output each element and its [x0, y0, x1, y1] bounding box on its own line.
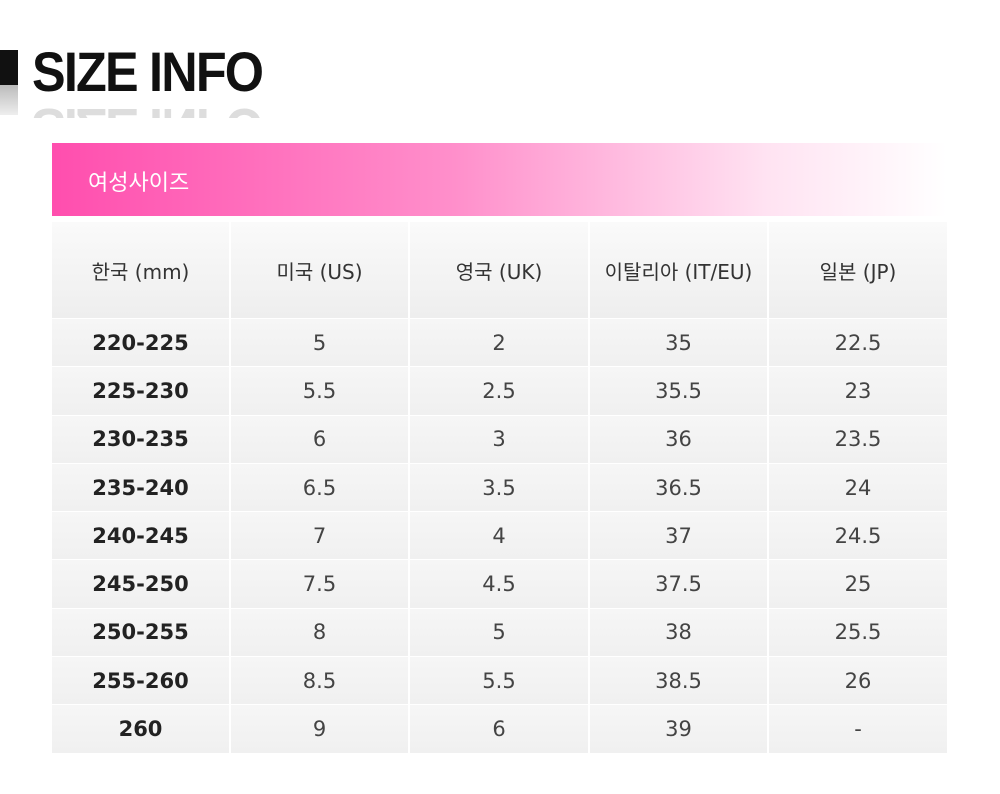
table-cell: 2.5: [410, 367, 588, 415]
table-caption: 여성사이즈: [88, 171, 190, 196]
column-header: 이탈리아 (IT/EU): [590, 222, 767, 318]
table-cell: 35.5: [590, 367, 767, 415]
table-cell: 24.5: [769, 512, 947, 560]
row-header: 255-260: [52, 657, 229, 705]
table-cell: 38.5: [590, 657, 767, 705]
table-cell: 4.5: [410, 560, 588, 608]
table-cell: 6: [410, 705, 588, 753]
table-cell: 9: [231, 705, 408, 753]
table-cell: 6: [231, 415, 408, 463]
table-cell: 7: [231, 512, 408, 560]
table-cell: 2: [410, 319, 588, 367]
table-cell: 7.5: [231, 560, 408, 608]
table-cell: 3: [410, 415, 588, 463]
title-reflection-text: SIZE INFO: [32, 96, 262, 118]
table-cell: 38: [590, 608, 767, 657]
column-header: 한국 (mm): [52, 222, 229, 318]
table-cell: 36: [590, 415, 767, 463]
caption-band: 여성사이즈: [52, 143, 947, 216]
table-cell: 5: [231, 319, 408, 367]
table-cell: 23: [769, 367, 947, 415]
table-cell: 6.5: [231, 463, 408, 512]
table-cell: 5.5: [231, 367, 408, 415]
column-header: 미국 (US): [231, 222, 408, 318]
row-header: 250-255: [52, 608, 229, 657]
column-header: 일본 (JP): [769, 222, 947, 318]
row-header: 235-240: [52, 463, 229, 512]
table-cell: 37: [590, 512, 767, 560]
table-cell: 26: [769, 657, 947, 705]
table-cell: 22.5: [769, 319, 947, 367]
row-header: 230-235: [52, 415, 229, 463]
table-cell: 25: [769, 560, 947, 608]
row-header: 260: [52, 705, 229, 753]
table-cell: 4: [410, 512, 588, 560]
title-reflection: SIZE INFO: [32, 96, 288, 118]
table-cell: 37.5: [590, 560, 767, 608]
size-table: 한국 (mm) 미국 (US) 영국 (UK) 이탈리아 (IT/EU) 일본 (JP)…: [52, 222, 947, 753]
row-header: 240-245: [52, 512, 229, 560]
title-mark: [0, 50, 18, 85]
table-cell: 36.5: [590, 463, 767, 512]
page-title: SIZE INFO: [32, 40, 264, 103]
table-cell: 8: [231, 608, 408, 657]
row-header: 245-250: [52, 560, 229, 608]
table-cell: 25.5: [769, 608, 947, 657]
column-header: 영국 (UK): [410, 222, 588, 318]
table-cell: 5: [410, 608, 588, 657]
row-header: 220-225: [52, 319, 229, 367]
title-mark-shade: [0, 85, 18, 115]
table-cell: 5.5: [410, 657, 588, 705]
table-cell: -: [769, 705, 947, 753]
table-cell: 39: [590, 705, 767, 753]
table-cell: 8.5: [231, 657, 408, 705]
table-cell: 3.5: [410, 463, 588, 512]
table-cell: 35: [590, 319, 767, 367]
table-cell: 23.5: [769, 415, 947, 463]
row-header: 225-230: [52, 367, 229, 415]
table-cell: 24: [769, 463, 947, 512]
